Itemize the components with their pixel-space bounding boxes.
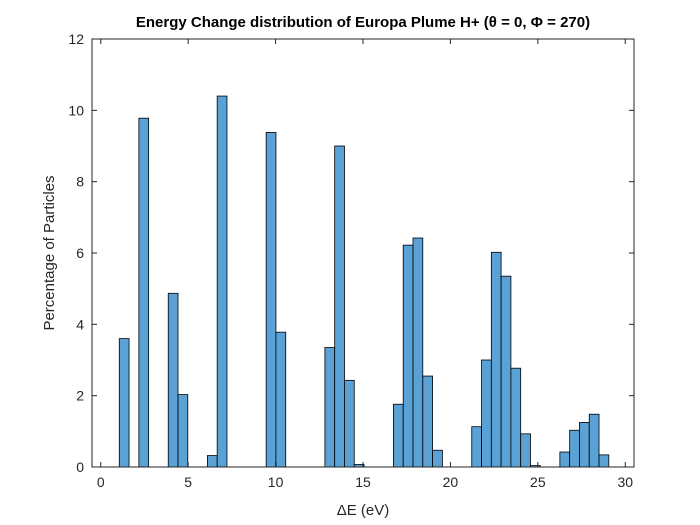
histogram-bar-25	[569, 429, 580, 468]
x-tick-label: 30	[617, 474, 633, 490]
x-tick-label: 15	[355, 474, 371, 490]
histogram-bar-14	[412, 237, 424, 468]
bars-layer	[118, 95, 610, 468]
histogram-bar-5	[216, 95, 228, 468]
x-tick-label: 25	[530, 474, 546, 490]
chart-title: Energy Change distribution of Europa Plu…	[136, 14, 590, 31]
histogram-bar-3	[177, 394, 189, 468]
histogram-bar-17	[471, 426, 482, 468]
histogram-bar-12	[393, 403, 404, 468]
ticks-layer: 0 5 10 15 20 25 30 0 2 4 6 8 10 12	[68, 31, 634, 490]
histogram-bar-4	[206, 455, 218, 468]
histogram-bar-21	[510, 367, 522, 468]
histogram-bar-9	[334, 145, 345, 468]
histogram-bar-18	[481, 359, 492, 468]
histogram-bar-15	[422, 375, 433, 468]
x-tick-label: 20	[443, 474, 459, 490]
x-tick-label: 0	[97, 474, 105, 490]
histogram-bar-7	[275, 331, 287, 468]
y-tick-label: 8	[76, 174, 84, 190]
histogram-bar-2	[167, 292, 179, 468]
y-axis-label: Percentage of Particles	[41, 175, 58, 330]
y-tick-label: 12	[68, 31, 84, 47]
y-tick-label: 10	[68, 102, 84, 118]
histogram-bar-6	[265, 132, 277, 468]
histogram-bar-20	[500, 275, 512, 468]
histogram-bar-24	[559, 451, 571, 468]
histogram-bar-19	[490, 251, 502, 468]
x-axis-label: ΔE (eV)	[337, 502, 390, 519]
histogram-bar-16	[432, 449, 443, 468]
histogram-bar-10	[344, 379, 355, 468]
x-tick-label: 5	[184, 474, 192, 490]
histogram-bar-28	[598, 454, 610, 468]
histogram-bar-26	[579, 422, 590, 468]
histogram-bar-27	[588, 413, 600, 468]
y-tick-label: 6	[76, 245, 84, 261]
y-tick-label: 4	[76, 316, 84, 332]
histogram-bar-8	[324, 347, 336, 468]
histogram-bar-1	[138, 117, 150, 468]
x-tick-label: 10	[268, 474, 284, 490]
y-tick-label: 2	[76, 388, 84, 404]
histogram-bar-13	[402, 244, 414, 468]
histogram-bar-22	[520, 433, 531, 468]
histogram-bar-0	[118, 338, 130, 468]
y-tick-label: 0	[76, 459, 84, 475]
